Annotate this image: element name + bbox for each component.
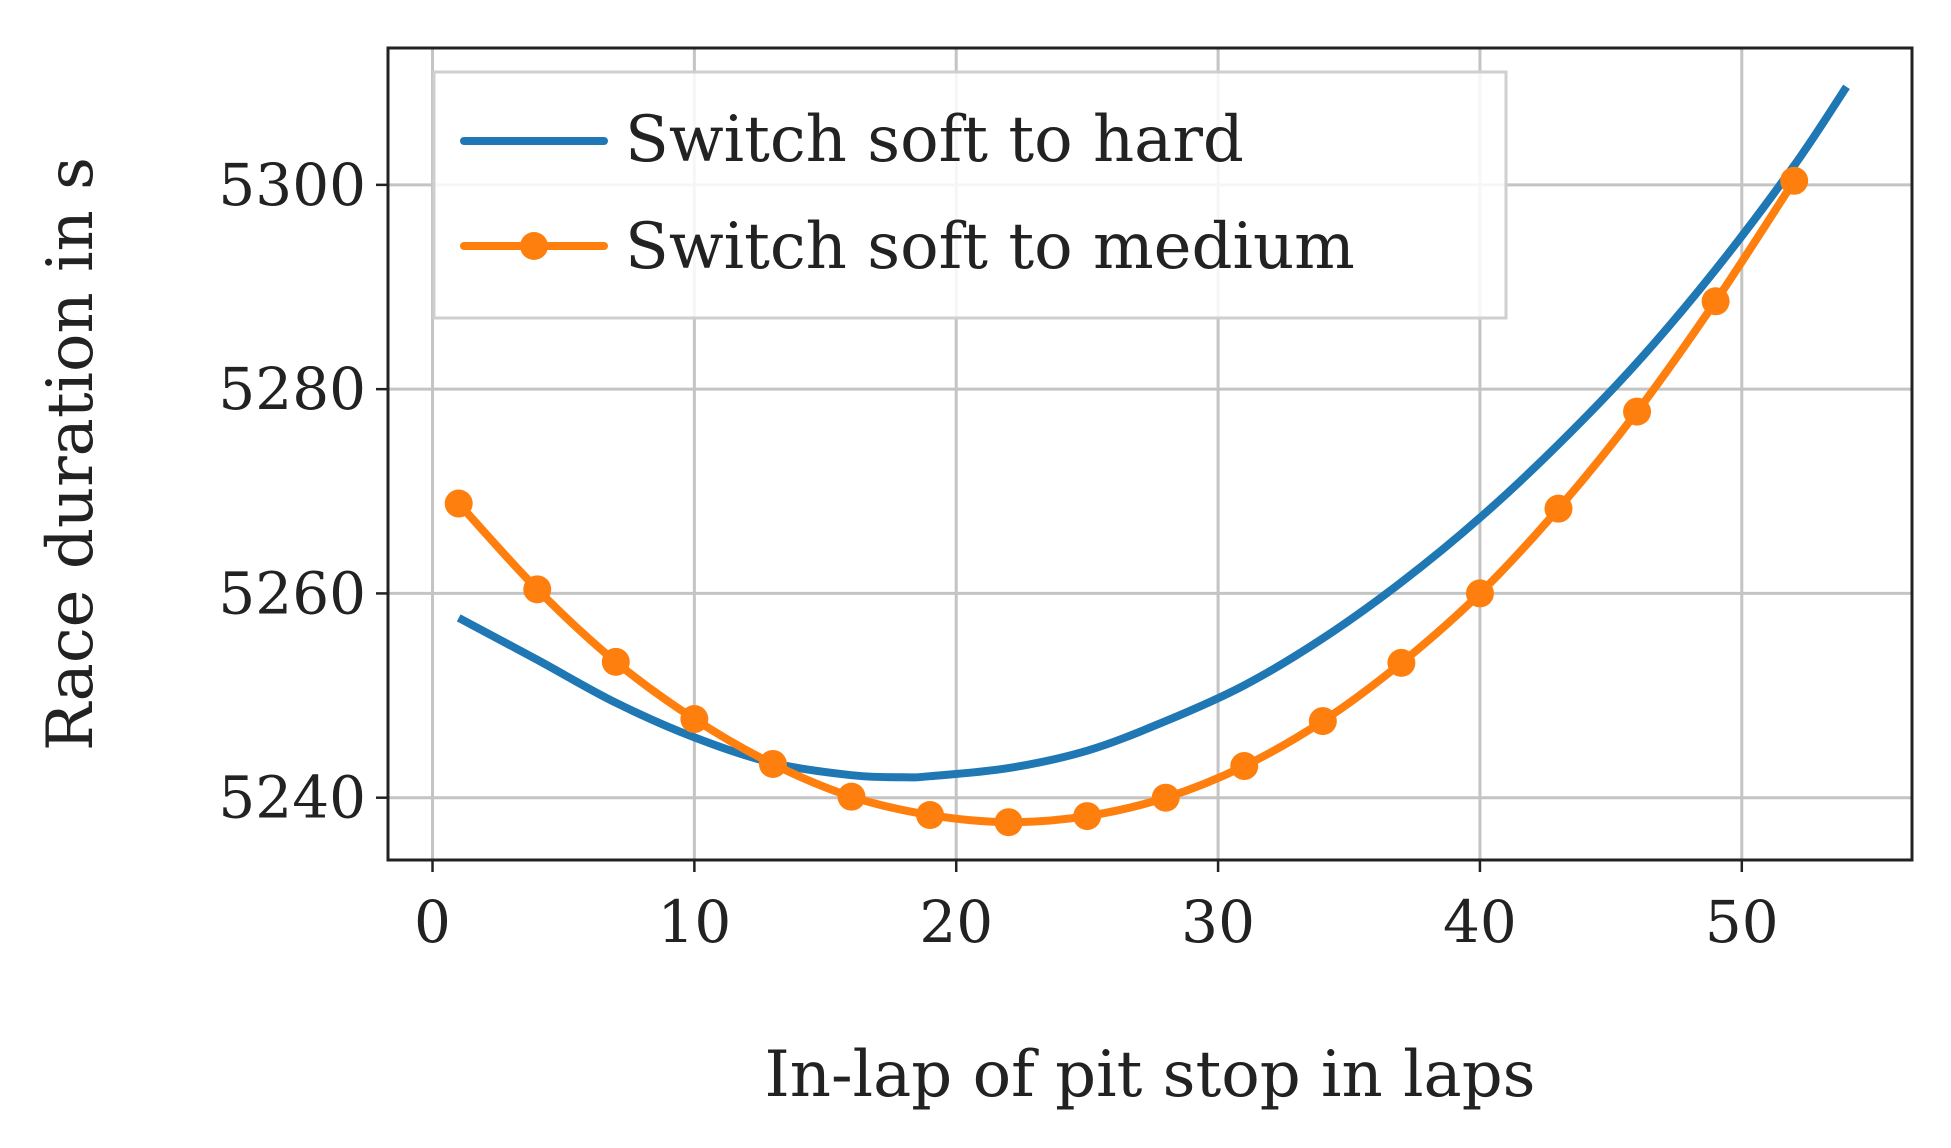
data-point-medium xyxy=(1701,287,1730,316)
y-tick-label: 5300 xyxy=(218,151,366,219)
axis-ticks: 0 10 20 30 40 50 5240 5260 5280 5300 xyxy=(218,151,1778,956)
data-point-medium xyxy=(1544,494,1573,523)
legend: Switch soft to hard Switch soft to mediu… xyxy=(432,70,1508,320)
data-point-medium xyxy=(1308,707,1337,736)
data-point-medium xyxy=(601,647,630,676)
x-tick-label: 0 xyxy=(414,888,451,956)
x-axis-label: In-lap of pit stop in laps xyxy=(765,1038,1536,1112)
data-point-medium xyxy=(1780,166,1809,195)
data-point-medium xyxy=(444,489,473,518)
data-point-medium xyxy=(1151,783,1180,812)
data-point-medium xyxy=(1387,648,1416,677)
plot-frame xyxy=(386,46,1914,862)
legend-label-medium: Switch soft to medium xyxy=(625,210,1355,284)
data-point-medium xyxy=(837,782,866,811)
legend-marker-medium xyxy=(520,232,548,260)
x-tick-label: 30 xyxy=(1181,888,1255,956)
data-point-medium xyxy=(680,705,709,734)
data-point-medium xyxy=(758,749,787,778)
x-tick-label: 40 xyxy=(1443,888,1517,956)
x-tick-label: 50 xyxy=(1705,888,1779,956)
series-line-hard xyxy=(456,84,1850,782)
y-tick-label: 5260 xyxy=(218,559,366,627)
x-tick-label: 20 xyxy=(919,888,993,956)
y-tick-label: 5280 xyxy=(218,355,366,423)
data-point-medium xyxy=(1465,579,1494,608)
series-layer xyxy=(444,84,1850,837)
legend-label-hard: Switch soft to hard xyxy=(625,103,1244,177)
data-point-medium xyxy=(916,801,945,830)
data-point-medium xyxy=(994,808,1023,837)
y-tick-label: 5240 xyxy=(218,764,366,832)
data-point-medium xyxy=(1623,397,1652,426)
data-point-medium xyxy=(1073,802,1102,831)
x-tick-label: 10 xyxy=(657,888,731,956)
legend-box xyxy=(432,70,1508,320)
data-point-medium xyxy=(1230,752,1259,781)
data-point-medium xyxy=(523,575,552,604)
y-axis-label: Race duration in s xyxy=(34,157,108,751)
